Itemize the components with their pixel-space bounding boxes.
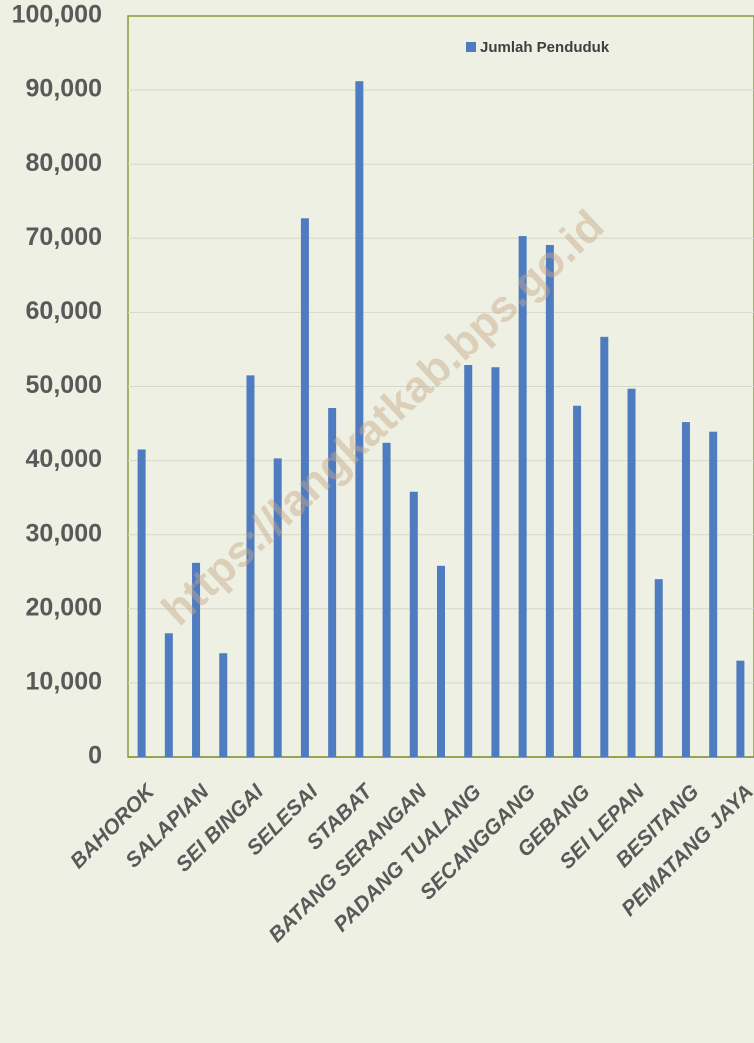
legend-label: Jumlah Penduduk bbox=[480, 39, 610, 56]
y-tick-label: 0 bbox=[88, 742, 102, 770]
bar bbox=[192, 562, 201, 757]
bar bbox=[164, 633, 173, 757]
y-tick-label: 80,000 bbox=[26, 149, 102, 177]
bar bbox=[491, 367, 500, 757]
bar bbox=[219, 653, 228, 757]
bar bbox=[355, 81, 364, 757]
bar bbox=[518, 236, 527, 757]
bar bbox=[409, 491, 418, 757]
legend-swatch bbox=[466, 42, 476, 52]
y-tick-label: 10,000 bbox=[26, 668, 102, 696]
y-tick-label: 30,000 bbox=[26, 519, 102, 547]
bar bbox=[300, 218, 309, 758]
bar bbox=[681, 422, 690, 757]
y-tick-label: 50,000 bbox=[26, 371, 102, 399]
bar bbox=[600, 336, 609, 757]
y-tick-label: 90,000 bbox=[26, 75, 102, 103]
bar bbox=[736, 660, 745, 757]
y-tick-label: 40,000 bbox=[26, 445, 102, 473]
bar bbox=[709, 431, 718, 757]
y-tick-label: 60,000 bbox=[26, 297, 102, 325]
bar bbox=[545, 244, 554, 757]
bar bbox=[246, 375, 255, 757]
bar bbox=[437, 565, 445, 757]
bar bbox=[654, 579, 663, 757]
bar bbox=[627, 388, 636, 757]
bar bbox=[273, 458, 282, 757]
bar bbox=[464, 365, 473, 757]
y-tick-label: 70,000 bbox=[26, 223, 102, 251]
bar bbox=[382, 442, 391, 757]
bar bbox=[328, 407, 337, 757]
bar bbox=[137, 449, 146, 757]
bar bbox=[573, 405, 582, 757]
y-tick-label: 100,000 bbox=[12, 1, 102, 29]
y-tick-label: 20,000 bbox=[26, 593, 102, 621]
